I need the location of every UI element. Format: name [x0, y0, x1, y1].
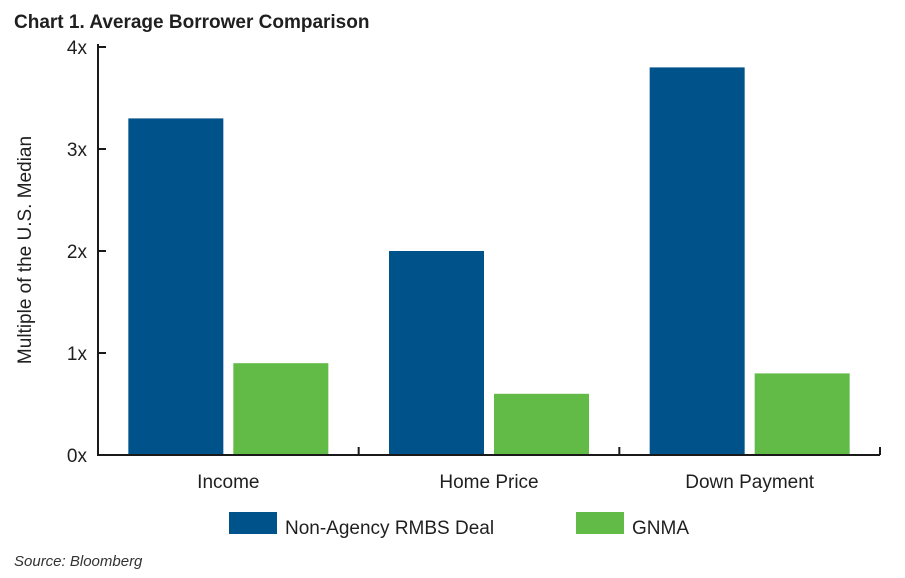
y-tick-label: 1x	[67, 344, 88, 365]
bar-down-payment-non-agency-rmbs-deal	[649, 67, 745, 456]
y-tick-label: 3x	[67, 140, 88, 161]
x-category-label: Down Payment	[685, 472, 815, 493]
bars-group	[128, 67, 850, 456]
x-category-label: Home Price	[439, 472, 538, 493]
source-note: Source: Bloomberg	[14, 553, 143, 570]
y-tick-label: 0x	[67, 446, 88, 467]
chart-title: Chart 1. Average Borrower Comparison	[14, 12, 370, 33]
legend-swatch-non-agency-rmbs-deal	[229, 512, 277, 534]
legend: Non-Agency RMBS Deal GNMA	[229, 512, 689, 539]
y-tick-label: 4x	[67, 38, 88, 59]
legend-swatch-gnma	[576, 512, 624, 534]
y-axis-title: Multiple of the U.S. Median	[15, 136, 36, 364]
x-category-label: Income	[197, 472, 259, 493]
x-categories-group: Income Home Price Down Payment	[197, 472, 815, 493]
bar-income-non-agency-rmbs-deal	[128, 118, 224, 456]
y-tick-label: 2x	[67, 242, 88, 263]
bar-home-price-gnma	[494, 393, 589, 455]
bar-home-price-non-agency-rmbs-deal	[389, 251, 484, 455]
y-ticks-group: 0x 1x 2x 3x 4x	[67, 38, 88, 467]
bar-income-gnma	[233, 363, 329, 455]
bar-down-payment-gnma	[754, 373, 850, 455]
legend-label-gnma: GNMA	[632, 518, 689, 539]
axes-group	[97, 44, 881, 456]
legend-label-non-agency-rmbs-deal: Non-Agency RMBS Deal	[285, 518, 494, 539]
